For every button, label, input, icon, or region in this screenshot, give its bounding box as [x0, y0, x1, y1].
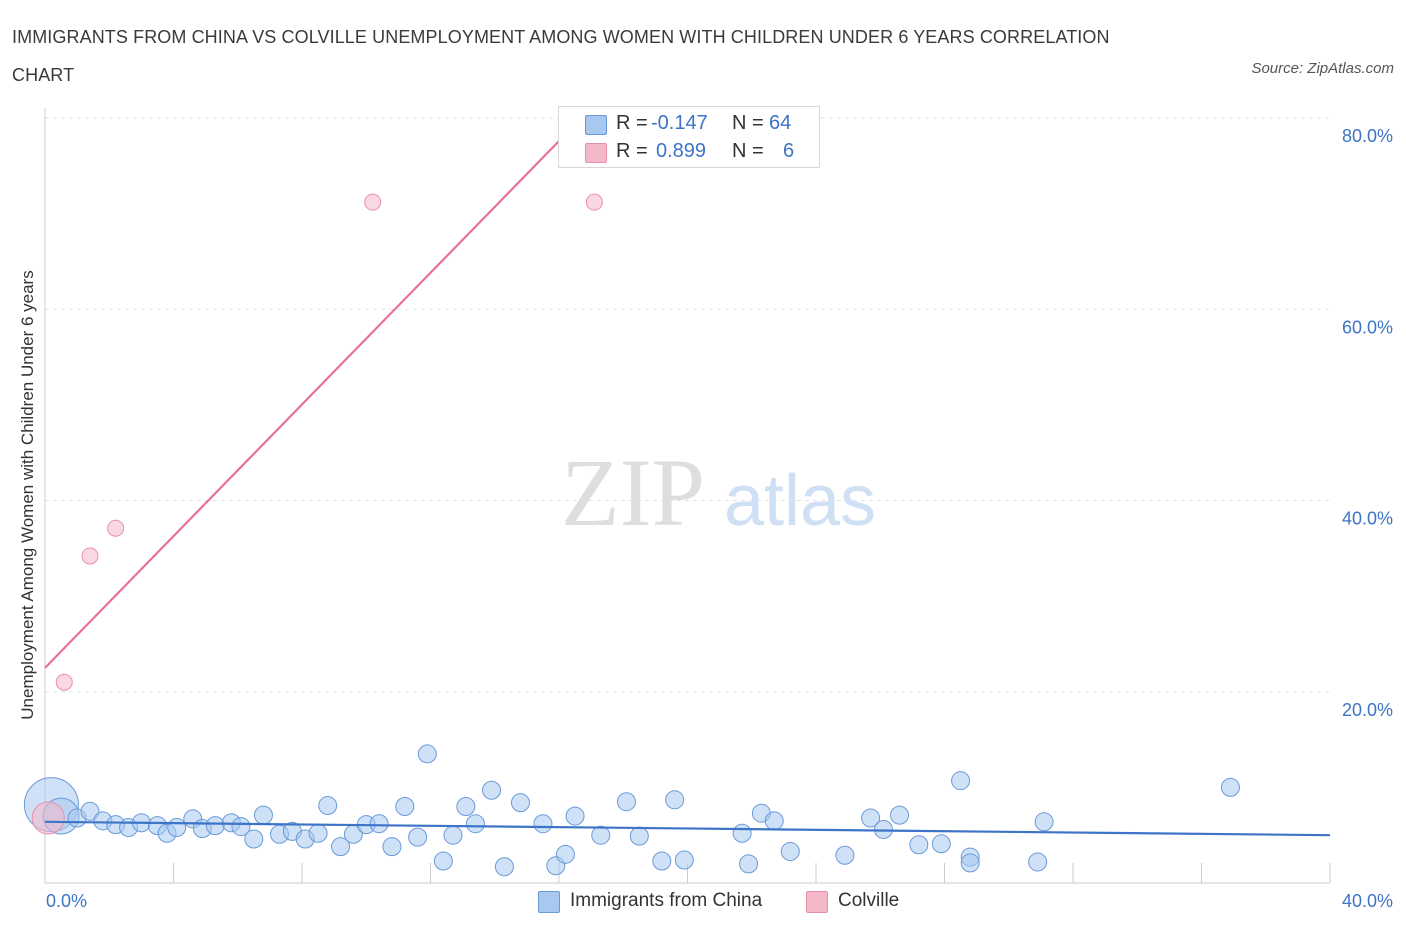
- data-point-china: [308, 823, 328, 843]
- data-point-colville: [585, 193, 603, 211]
- data-point-china: [1028, 852, 1048, 872]
- data-point-china: [764, 811, 784, 831]
- data-point-colville: [55, 673, 73, 691]
- data-point-china: [318, 796, 338, 816]
- data-point-china: [835, 845, 855, 865]
- tick-labels: 20.0% 40.0% 60.0% 80.0% 0.0% 40.0%: [46, 126, 1393, 911]
- data-point-china: [369, 814, 389, 834]
- legend-swatch-colville: [806, 891, 828, 913]
- y-tick-label: 40.0%: [1342, 509, 1393, 529]
- legend-swatch-colville: [585, 143, 607, 163]
- data-point-china: [382, 837, 402, 857]
- data-point-china: [510, 793, 530, 813]
- legend-r-label: R =: [616, 140, 648, 162]
- data-point-china: [555, 844, 575, 864]
- legend-label-china: Immigrants from China: [570, 890, 763, 911]
- data-point-china: [482, 780, 502, 800]
- watermark-atlas: atlas: [724, 461, 876, 541]
- series-colville-points: [31, 193, 603, 835]
- data-point-china: [417, 744, 437, 764]
- data-point-colville: [107, 519, 125, 537]
- data-point-china: [231, 817, 251, 837]
- y-tick-label: 20.0%: [1342, 700, 1393, 720]
- data-point-china: [780, 841, 800, 861]
- series-china-points: [23, 744, 1240, 877]
- source-note: Source: ZipAtlas.com: [1251, 60, 1394, 77]
- data-point-china: [443, 825, 463, 845]
- data-point-china: [533, 814, 553, 834]
- chart-title: IMMIGRANTS FROM CHINA VS COLVILLE UNEMPL…: [12, 27, 1110, 85]
- data-point-china: [629, 826, 649, 846]
- legend-n-value: 6: [783, 140, 795, 162]
- data-point-colville: [31, 801, 65, 835]
- gridlines: [45, 117, 1330, 693]
- data-point-china: [674, 850, 694, 870]
- data-point-colville: [81, 547, 99, 565]
- trend-line-china: [44, 820, 1331, 837]
- data-point-china: [456, 797, 476, 816]
- data-point-china: [1220, 777, 1240, 797]
- data-point-china: [591, 825, 611, 845]
- data-point-china: [80, 801, 100, 821]
- trend-line-colville: [44, 117, 583, 669]
- x-tick-label: 40.0%: [1342, 891, 1393, 911]
- data-point-china: [167, 818, 187, 838]
- legend-r-value: -0.147: [651, 112, 708, 134]
- data-point-china: [732, 823, 752, 843]
- legend-swatch-china: [585, 115, 607, 135]
- data-point-china: [951, 771, 971, 791]
- data-point-china: [861, 808, 881, 828]
- trend-lines: [44, 117, 1331, 837]
- legend-row-colville: R = 0.899 N = 6: [559, 138, 819, 166]
- data-point-china: [244, 829, 264, 849]
- data-point-china: [331, 837, 351, 857]
- legend-r-label: R =: [616, 112, 648, 134]
- data-point-china: [665, 790, 685, 810]
- data-point-china: [1034, 812, 1054, 832]
- data-point-china: [465, 814, 485, 834]
- data-point-colville: [364, 193, 382, 211]
- legend-n-label: N =: [732, 112, 764, 134]
- data-point-china: [565, 806, 585, 826]
- data-point-china: [205, 816, 225, 836]
- data-point-china: [652, 851, 672, 871]
- data-point-china: [494, 857, 514, 877]
- data-point-china: [960, 853, 980, 873]
- data-point-china: [395, 797, 415, 816]
- x-tick-label: 0.0%: [46, 891, 87, 911]
- legend-row-china: R = -0.147 N = 64: [559, 110, 819, 138]
- data-point-china: [253, 805, 273, 825]
- data-point-china: [739, 854, 759, 874]
- stats-legend: R = -0.147 N = 64 R = 0.899 N = 6: [558, 106, 820, 168]
- watermark-zip: ZIP: [561, 439, 705, 546]
- data-point-china: [909, 835, 929, 855]
- legend-n-label: N =: [732, 140, 764, 162]
- y-tick-label: 60.0%: [1342, 317, 1393, 337]
- y-tick-label: 80.0%: [1342, 126, 1393, 146]
- data-point-china: [931, 834, 951, 854]
- data-point-china: [616, 792, 636, 812]
- legend-label-colville: Colville: [838, 890, 900, 911]
- legend-n-value: 64: [769, 112, 792, 134]
- legend-r-value: 0.899: [656, 140, 707, 162]
- data-point-china: [433, 851, 453, 871]
- legend-swatch-china: [538, 891, 560, 913]
- data-point-china: [890, 805, 910, 825]
- data-point-china: [408, 827, 428, 847]
